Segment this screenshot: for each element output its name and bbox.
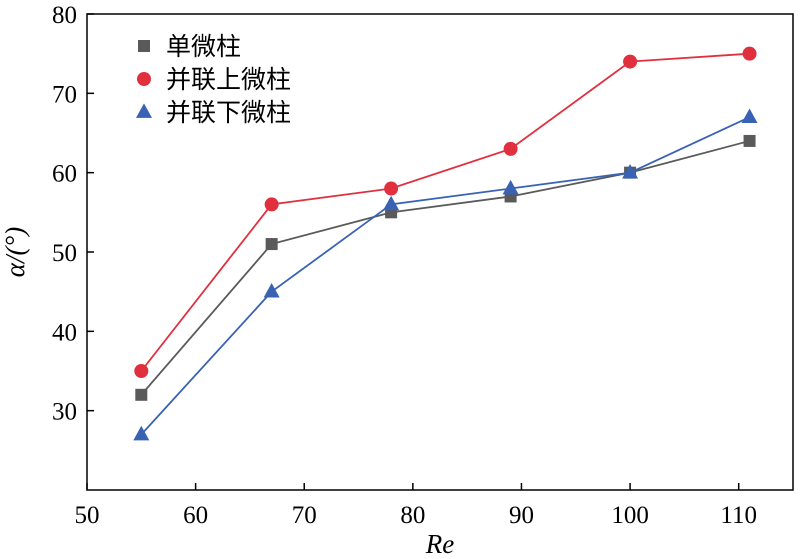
data-point <box>384 181 399 196</box>
data-point <box>504 190 517 203</box>
legend-label: 并联下微柱 <box>166 98 291 127</box>
data-point <box>742 46 757 61</box>
x-tick-label: 90 <box>509 502 534 529</box>
y-axis-label: α/(°) <box>0 227 30 277</box>
data-point <box>133 425 150 441</box>
legend-marker <box>138 40 150 52</box>
plot-area <box>133 46 758 441</box>
legend-label: 并联上微柱 <box>166 65 291 94</box>
x-tick-label: 60 <box>183 502 208 529</box>
y-tick-label: 60 <box>52 161 77 188</box>
data-point <box>135 388 148 401</box>
legend-item: 并联上微柱 <box>137 65 291 94</box>
series-3 <box>133 108 758 441</box>
legend-item: 单微柱 <box>138 32 241 61</box>
x-tick-label: 110 <box>720 502 757 529</box>
data-point <box>623 54 638 69</box>
series-line <box>140 116 750 436</box>
data-point <box>502 179 519 195</box>
y-tick-label: 50 <box>52 240 77 267</box>
series-2 <box>134 46 757 378</box>
data-point <box>265 238 278 251</box>
legend-marker <box>136 103 152 118</box>
data-point <box>503 141 518 156</box>
data-point <box>264 197 279 212</box>
y-axis-ticks: 30 40 50 60 70 80 <box>52 2 94 426</box>
series-line <box>140 140 750 396</box>
data-point <box>622 163 639 179</box>
legend-marker <box>137 72 151 86</box>
series-1 <box>135 134 756 401</box>
data-point <box>263 282 280 298</box>
legend-item: 并联下微柱 <box>136 98 291 127</box>
data-point <box>743 134 756 147</box>
y-tick-label: 70 <box>52 81 77 108</box>
legend-label: 单微柱 <box>166 32 241 61</box>
y-tick-label: 30 <box>52 399 77 426</box>
data-point <box>741 108 758 124</box>
data-point <box>134 364 149 378</box>
x-axis-label: Re <box>425 529 454 559</box>
data-point <box>383 195 400 211</box>
series-line <box>140 52 750 372</box>
x-axis-ticks: 50 60 70 80 90 100 110 <box>75 483 757 529</box>
x-tick-label: 80 <box>400 502 425 529</box>
x-tick-label: 50 <box>75 502 100 529</box>
x-tick-label: 70 <box>292 502 317 529</box>
y-tick-label: 80 <box>52 2 77 29</box>
x-tick-label: 100 <box>611 502 649 529</box>
y-tick-label: 40 <box>52 319 77 346</box>
